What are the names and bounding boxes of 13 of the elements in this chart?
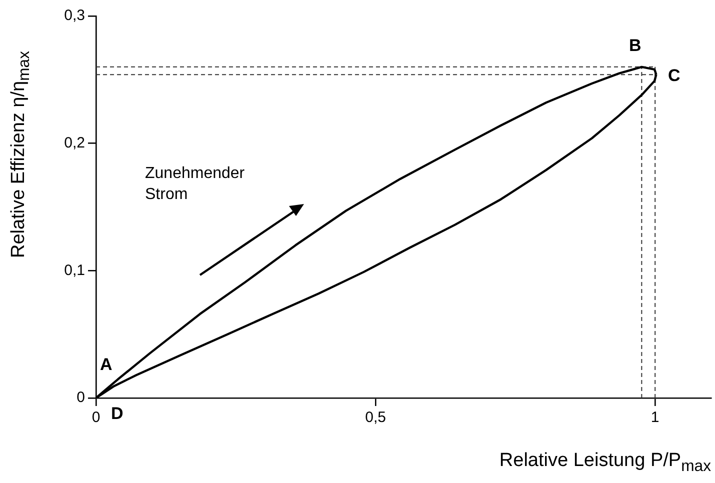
y-tick-label: 0,1: [64, 262, 85, 279]
annotation: A: [100, 354, 112, 375]
annotation: Zunehmender Strom: [145, 164, 245, 205]
y-tick-label: 0,3: [64, 7, 85, 24]
x-tick-label: 0: [92, 409, 100, 426]
y-tick-label: 0,2: [64, 134, 85, 152]
x-axis-title: Relative Leistung P/P$_{max}$: [499, 450, 711, 476]
x-tick-label: 1: [650, 409, 660, 426]
text: D: [111, 403, 124, 424]
annotation: B: [629, 35, 642, 56]
y-tick-label: 0: [76, 389, 85, 406]
x-tick-label: 0,5: [365, 409, 386, 426]
annotation: C: [668, 65, 680, 86]
